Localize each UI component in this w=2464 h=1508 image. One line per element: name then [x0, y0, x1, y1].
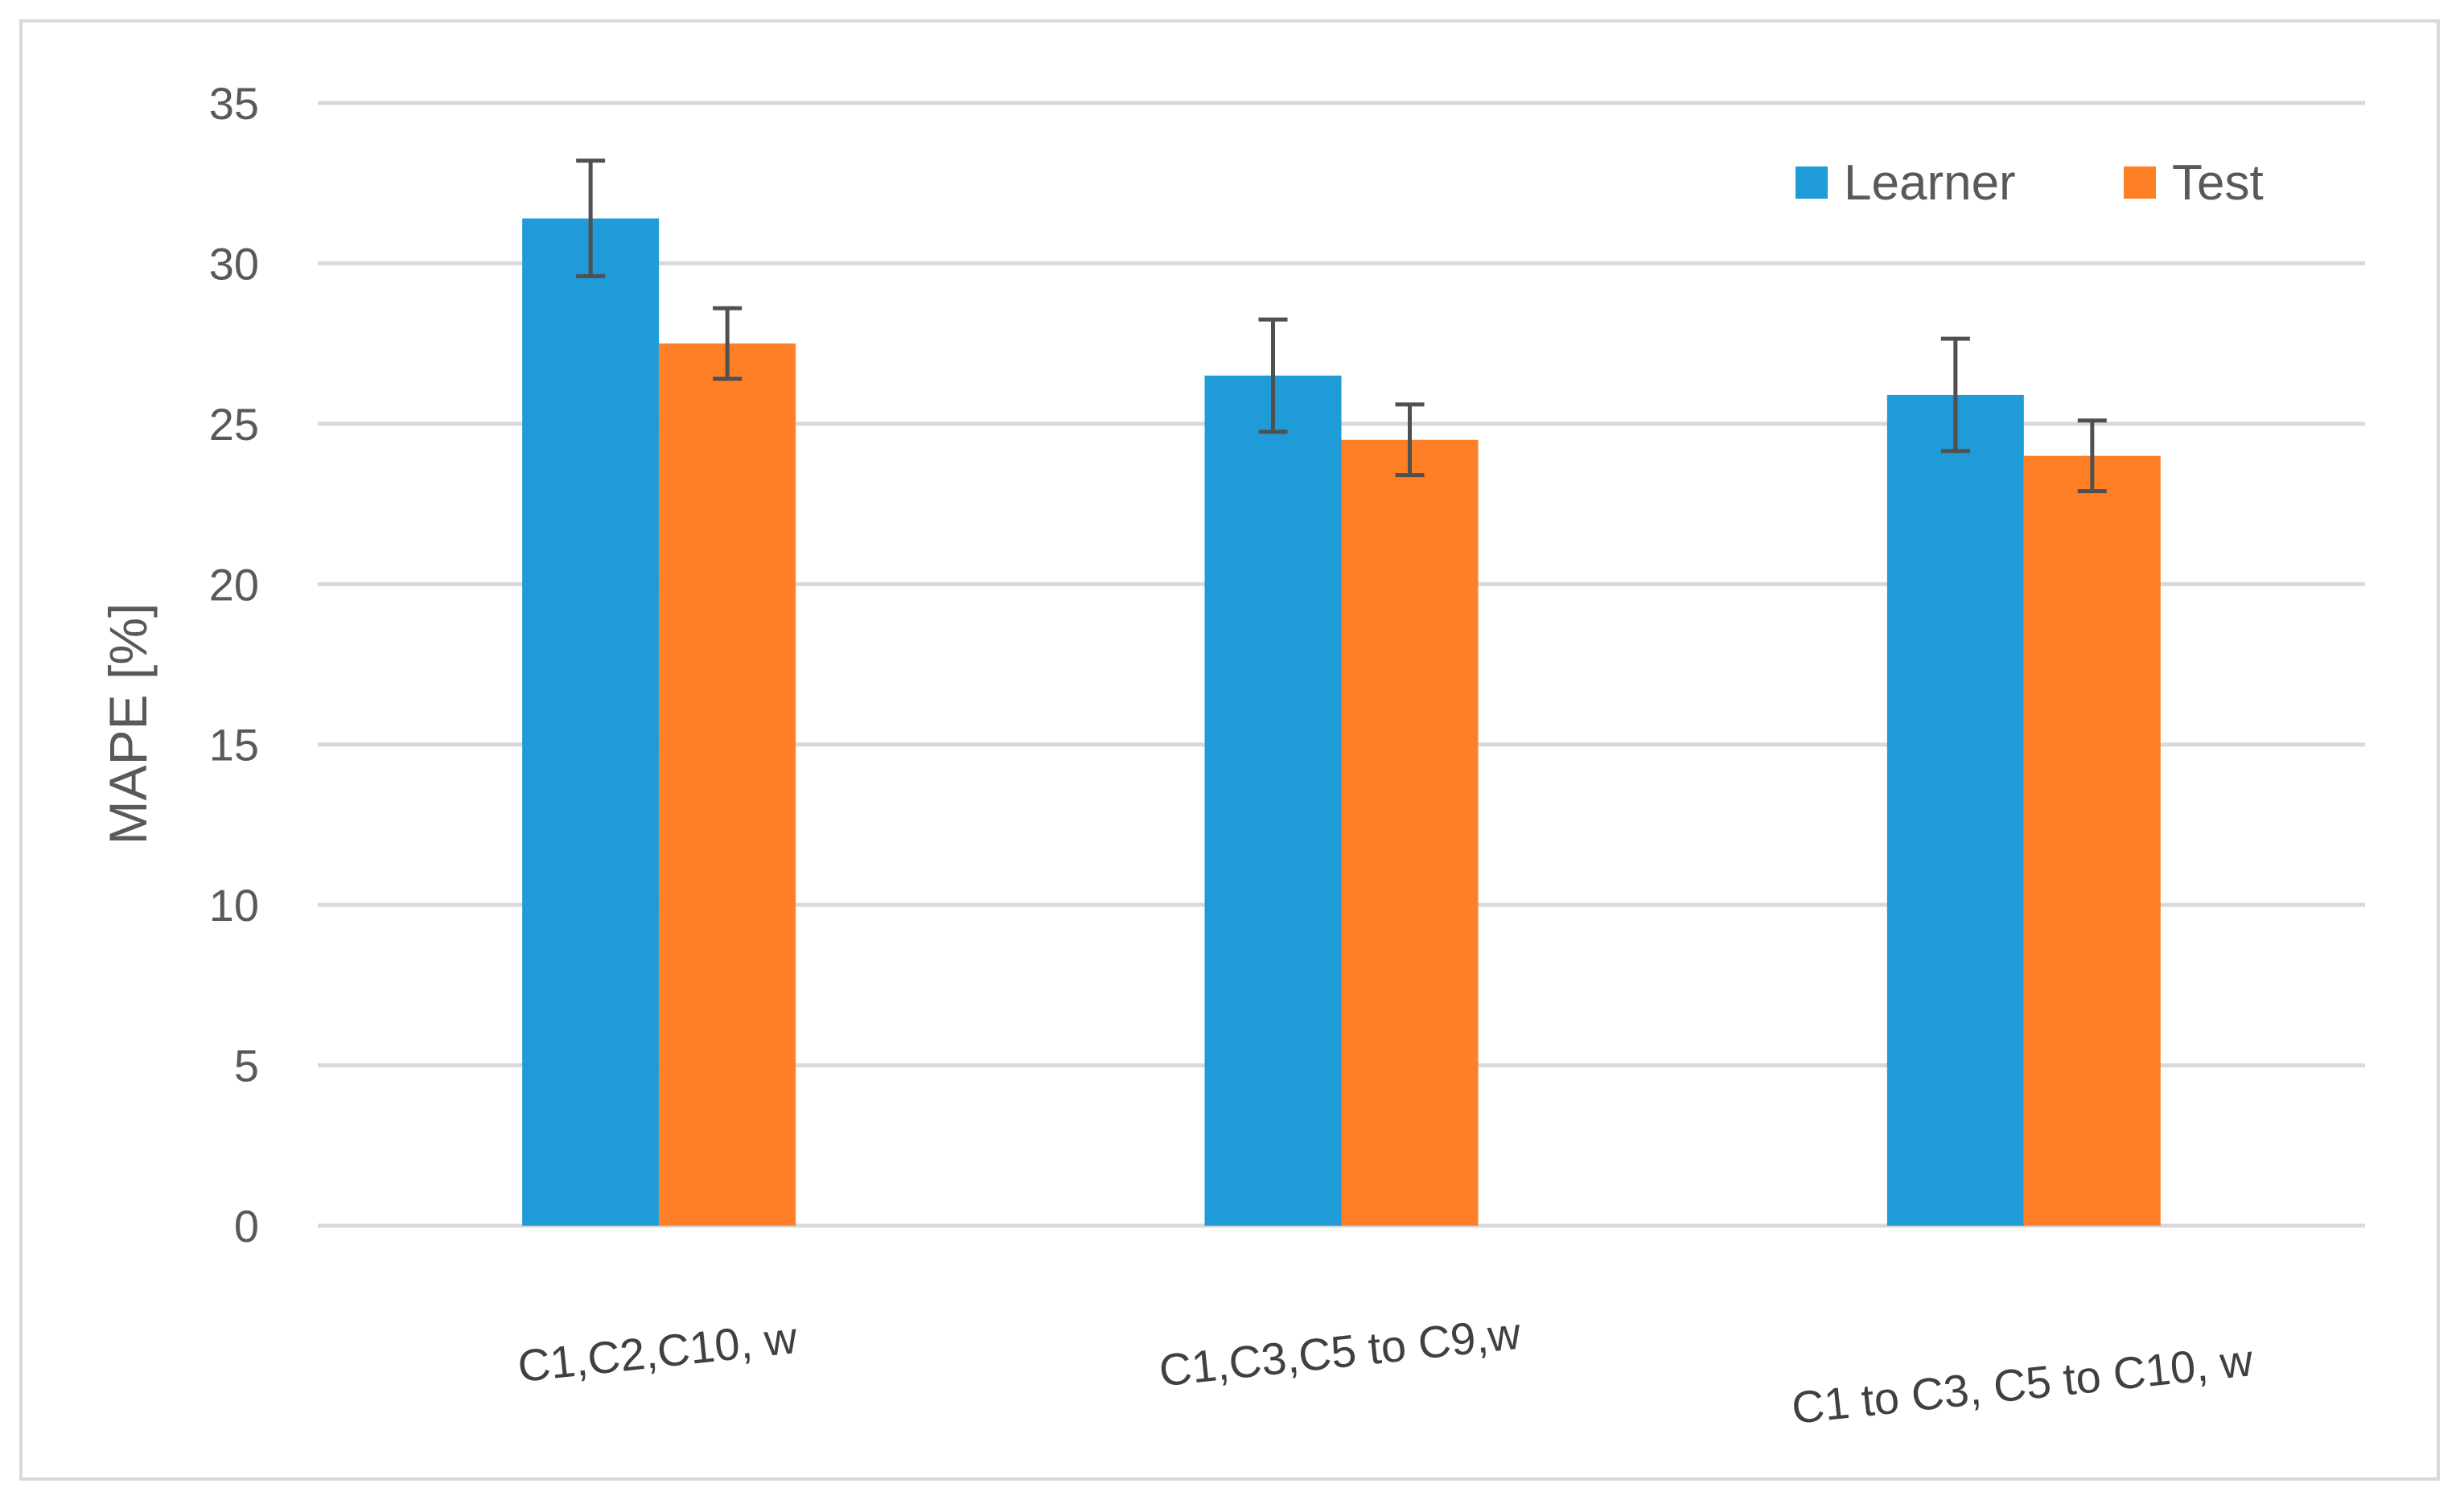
- error-bar-learner-2: [1258, 317, 1288, 434]
- y-tick-label-30: 30: [209, 238, 259, 289]
- bar-learner-3: [1886, 394, 2024, 1227]
- x-category-label-3: C1 to C3, C5 to C10, w: [1789, 1334, 2256, 1433]
- legend-swatch-test: [2124, 166, 2156, 199]
- bar-test-2: [1341, 439, 1479, 1226]
- y-axis-ticks: 0 5 10 15 20 25 30 35: [209, 78, 259, 1251]
- legend-label-test: Test: [2172, 155, 2264, 211]
- error-bars: [576, 158, 2107, 494]
- bars: [522, 218, 2161, 1227]
- y-tick-label-10: 10: [209, 880, 259, 931]
- error-bar-test-3: [2077, 418, 2107, 494]
- legend: Learner Test: [1796, 155, 2264, 211]
- bar-test-3: [2023, 455, 2161, 1226]
- y-tick-label-25: 25: [209, 399, 259, 450]
- bar-learner-1: [522, 218, 660, 1226]
- y-tick-label-35: 35: [209, 78, 259, 129]
- error-bar-test-1: [713, 306, 742, 381]
- y-tick-label-15: 15: [209, 720, 259, 770]
- x-axis-categories: C1,C2,C10, w C1,C3,C5 to C9,w C1 to C3, C5…: [516, 1308, 2256, 1433]
- legend-swatch-learner: [1796, 166, 1828, 199]
- error-bar-test-2: [1395, 402, 1425, 478]
- x-category-label-1: C1,C2,C10, w: [516, 1312, 800, 1391]
- error-bar-learner-1: [576, 158, 606, 278]
- bar-learner-2: [1204, 376, 1342, 1226]
- bar-test-1: [659, 343, 796, 1227]
- error-bar-learner-3: [1940, 336, 1970, 454]
- y-tick-label-0: 0: [234, 1201, 259, 1251]
- y-axis-label: MAPE [%]: [98, 603, 158, 845]
- y-tick-label-20: 20: [209, 559, 259, 610]
- y-tick-label-5: 5: [234, 1041, 259, 1091]
- x-category-label-2: C1,C3,C5 to C9,w: [1157, 1308, 1524, 1396]
- legend-label-learner: Learner: [1844, 155, 2016, 211]
